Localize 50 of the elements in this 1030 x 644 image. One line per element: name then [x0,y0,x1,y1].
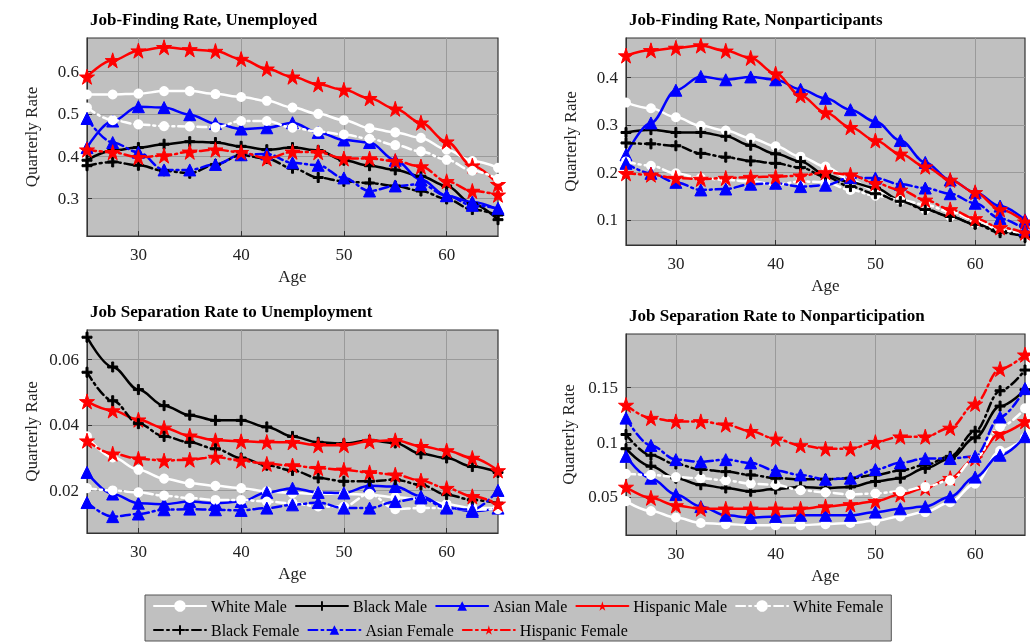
legend-label: Asian Female [365,621,454,639]
chart-title: Job Separation Rate to Unemployment [90,302,373,321]
x-tick-label: 40 [767,544,785,563]
x-tick-label: 40 [767,254,785,273]
x-tick-label: 40 [232,542,250,561]
y-axis-title: Quarterly Rate [559,384,579,485]
x-tick-label: 50 [866,254,884,273]
x-axis-title: Age [278,267,307,286]
x-tick-label: 60 [966,544,984,563]
y-axis-title: Quarterly Rate [561,91,580,192]
x-tick-label: 50 [335,542,353,561]
y-axis-title: Quarterly Rate [22,381,41,482]
x-tick-label: 30 [667,544,685,563]
chart-title: Job Separation Rate to Nonparticipation [629,306,926,325]
y-axis-title: Quarterly Rate [22,86,41,188]
y-tick-label: 0.5 [57,104,79,124]
x-axis-title: Age [811,275,840,295]
legend-label: Black Male [352,597,428,615]
y-tick-label: 0.15 [588,378,618,398]
x-tick-label: 50 [866,544,884,563]
y-tick-label: 0.1 [596,210,618,230]
legend-label: White Male [211,597,287,615]
chart-title: Job-Finding Rate, Nonparticipants [629,10,883,29]
x-tick-label: 60 [438,245,456,265]
x-tick-label: 40 [232,245,250,265]
legend-label: Hispanic Male [633,597,728,616]
legend-label: White Female [793,597,884,615]
y-tick-label: 0.2 [596,162,618,182]
y-tick-label: 0.4 [57,146,80,166]
x-tick-label: 60 [438,542,456,561]
x-tick-label: 30 [667,254,685,273]
y-tick-label: 0.4 [596,67,619,87]
y-tick-label: 0.06 [49,349,79,369]
legend-label: Hispanic Female [519,621,628,640]
x-axis-title: Age [811,565,840,585]
y-tick-label: 0.1 [596,432,618,452]
x-axis-title: Age [278,563,307,583]
legend-label: Black Female [211,621,300,639]
y-tick-label: 0.05 [588,487,618,507]
y-tick-label: 0.04 [49,415,80,435]
legend-label: Asian Male [493,597,568,615]
x-tick-label: 50 [335,245,353,265]
y-tick-label: 0.3 [596,115,618,135]
x-tick-label: 30 [129,542,147,561]
y-tick-label: 0.6 [57,62,79,82]
y-tick-label: 0.02 [49,480,79,500]
chart-title: Job-Finding Rate, Unemployed [90,10,318,29]
x-tick-label: 60 [966,254,984,273]
x-tick-label: 30 [129,245,147,265]
y-tick-label: 0.3 [57,188,79,208]
